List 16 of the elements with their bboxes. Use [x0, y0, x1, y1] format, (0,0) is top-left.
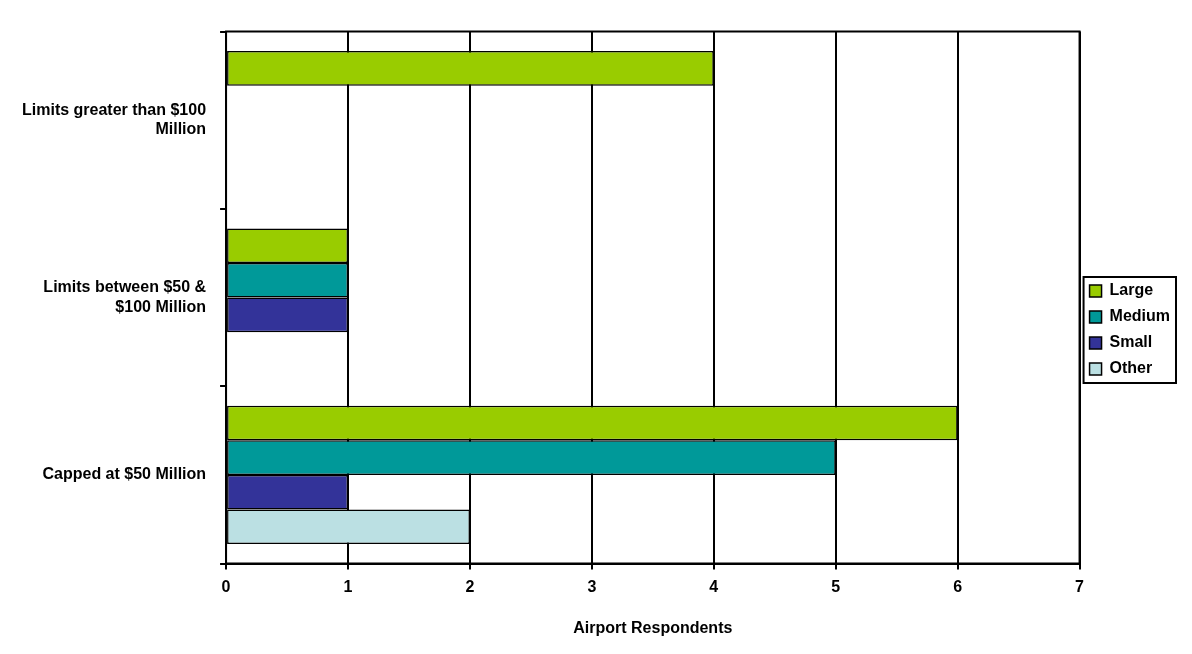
x-tick-label: 0	[221, 577, 231, 595]
x-tick-label: 2	[465, 577, 475, 595]
y-tick-label: Capped at $50 Million	[42, 465, 207, 483]
y-tick-label: Limits between $50 & $100 Million	[43, 278, 207, 315]
legend-label: Small	[1109, 333, 1153, 351]
x-tick-label: 6	[953, 577, 963, 595]
x-tick-label: 5	[831, 577, 841, 595]
x-axis-title: Airport Respondents	[573, 618, 733, 636]
x-tick-label: 1	[343, 577, 353, 595]
legend-label: Other	[1109, 359, 1153, 377]
legend-label: Large	[1109, 281, 1154, 299]
x-tick-label: 7	[1075, 577, 1085, 595]
x-tick-label: 4	[709, 577, 719, 595]
y-tick-label: Limits greater than $100 Million	[21, 101, 207, 138]
legend-label: Medium	[1109, 307, 1171, 325]
x-tick-label: 3	[587, 577, 597, 595]
